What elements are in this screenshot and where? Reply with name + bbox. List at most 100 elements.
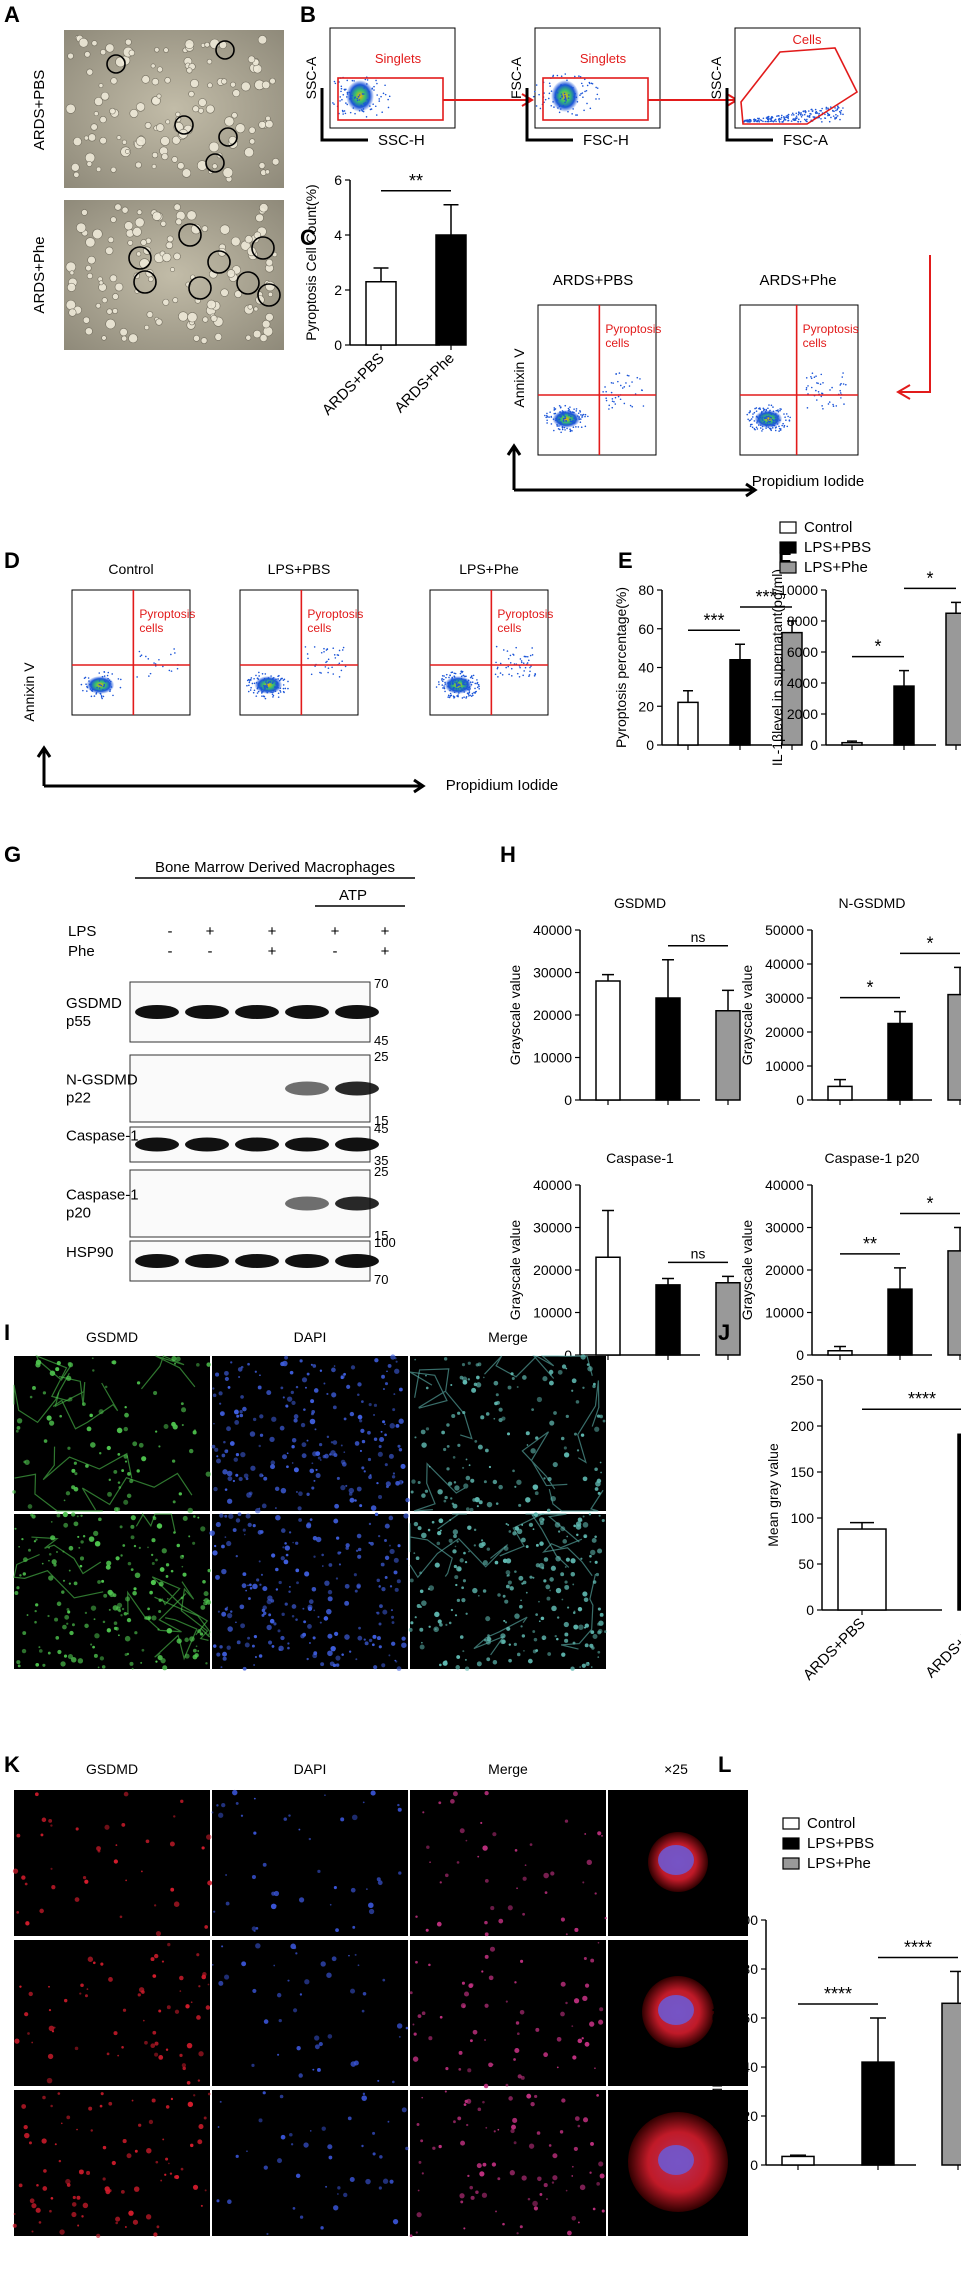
if-signal: [540, 1616, 545, 1621]
panel-letter-D: D: [4, 548, 20, 573]
if-signal: [170, 1887, 175, 1892]
flow-event: [331, 666, 333, 669]
flow-event: [101, 675, 104, 678]
if-signal: [56, 1601, 62, 1607]
quadrant-label: Pyroptosis cells: [307, 607, 363, 635]
flow-event: [349, 111, 352, 114]
flow-event: [467, 687, 470, 689]
if-signal: [64, 1998, 68, 2003]
if-signal: [298, 2073, 303, 2078]
flow-event: [548, 92, 551, 95]
flow-event: [86, 690, 88, 692]
if-signal: [182, 1515, 188, 1521]
phase-cell: [247, 304, 253, 310]
flow-event: [450, 671, 453, 674]
flow-event: [173, 648, 175, 650]
if-signal: [219, 1645, 223, 1649]
flow-event: [277, 678, 279, 680]
flow-event: [839, 392, 842, 394]
if-signal: [457, 1443, 461, 1447]
if-signal: [293, 2008, 298, 2013]
if-signal: [560, 1526, 566, 1532]
flow-event: [515, 646, 517, 649]
phase-cell: [271, 157, 280, 166]
phase-cell: [106, 308, 113, 315]
if-signal: [582, 1386, 585, 1389]
if-signal: [482, 2162, 487, 2167]
if-signal: [155, 2160, 159, 2164]
if-signal: [533, 2206, 539, 2211]
flow-event: [468, 691, 471, 693]
if-signal: [381, 1586, 386, 1592]
flow-event: [821, 405, 823, 407]
if-signal: [573, 1432, 577, 1436]
if-signal: [182, 2066, 186, 2071]
phase-cell: [187, 312, 198, 323]
if-signal: [207, 1983, 210, 1986]
if-signal: [271, 1416, 277, 1422]
if-signal: [15, 1429, 19, 1433]
if-signal: [197, 1650, 200, 1652]
if-signal: [61, 1590, 65, 1594]
flow-event: [559, 97, 562, 100]
flow-event: [91, 690, 94, 692]
tissue-structure: [414, 1368, 473, 1440]
flow-event: [782, 119, 785, 122]
sig-label: *: [926, 1194, 933, 1214]
blot-band: [235, 1137, 279, 1152]
if-signal: [438, 2144, 442, 2149]
phase-cell: [160, 220, 167, 227]
flow-event: [629, 404, 632, 407]
quadrant-group-phe: ARDS+Phe: [759, 272, 836, 289]
if-signal: [271, 1891, 276, 1896]
flow-event: [769, 118, 771, 120]
flow-event: [767, 120, 770, 123]
if-signal: [71, 1623, 75, 1627]
flow-event: [522, 662, 525, 665]
bar: [715, 1010, 741, 1101]
flow-event: [568, 408, 571, 411]
flow-event: [463, 696, 465, 698]
if-signal: [348, 1650, 352, 1653]
if-signal: [394, 1659, 397, 1662]
flow-event: [339, 100, 341, 102]
if-signal: [421, 1641, 423, 1644]
if-signal: [219, 1411, 225, 1417]
flow-event: [445, 676, 447, 679]
flow-event: [619, 398, 622, 401]
legend-label: LPS+PBS: [804, 539, 871, 556]
if-signal: [403, 1513, 409, 1519]
if-signal: [29, 1395, 33, 1399]
flow-event: [257, 686, 259, 689]
flow-event: [313, 646, 316, 648]
phase-cell: [86, 272, 93, 280]
if-signal: [395, 1423, 400, 1428]
if-signal: [187, 1507, 194, 1514]
if-signal: [357, 1393, 360, 1397]
if-signal: [168, 2162, 170, 2165]
if-signal: [479, 2171, 485, 2177]
if-signal: [412, 2023, 415, 2026]
if-signal: [529, 1843, 533, 1846]
flow-event: [589, 82, 591, 85]
bar: [677, 701, 699, 746]
if-signal: [306, 1372, 310, 1376]
flow-event: [756, 422, 758, 424]
legend-swatch: [782, 1817, 800, 1830]
if-signal: [131, 1667, 134, 1670]
if-signal: [12, 2223, 17, 2228]
if-signal: [425, 1374, 427, 1377]
if-signal: [312, 1451, 318, 1457]
blot-label: GSDMD p55: [66, 995, 122, 1030]
if-signal: [280, 1556, 285, 1561]
if-signal: [229, 1441, 235, 1446]
flow-event: [563, 426, 566, 429]
if-signal: [34, 1792, 39, 1797]
if-signal: [505, 1522, 508, 1526]
tissue-structure: [54, 1375, 86, 1408]
if-signal: [300, 1422, 306, 1428]
if-signal: [426, 1845, 430, 1849]
if-signal: [251, 2063, 255, 2067]
flow-event: [791, 114, 793, 116]
phase-cell: [112, 308, 119, 314]
